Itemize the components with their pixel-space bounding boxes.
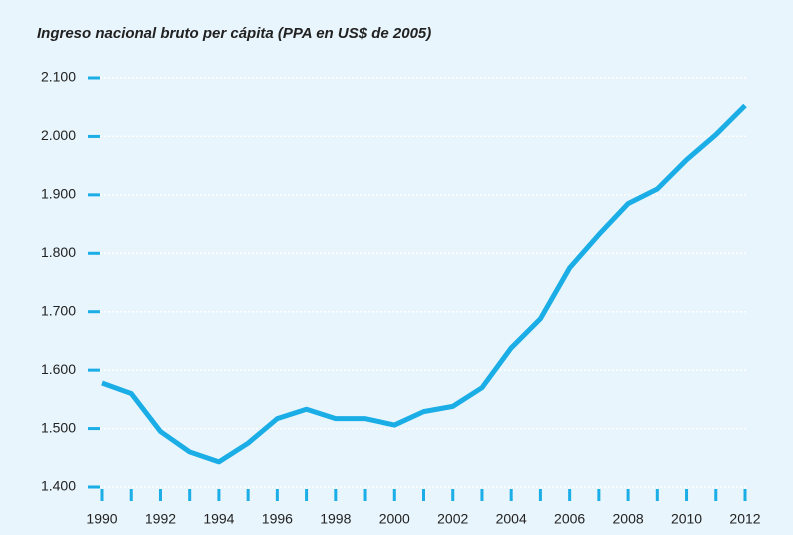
x-tick-label: 1990: [86, 511, 117, 527]
x-tick-label: 1992: [145, 511, 176, 527]
x-tick-label: 1998: [320, 511, 351, 527]
x-tick-label: 2012: [729, 511, 760, 527]
y-tick-label: 2.100: [41, 69, 76, 85]
x-tick-label: 1994: [203, 511, 234, 527]
x-tick-label: 2004: [496, 511, 527, 527]
y-tick-label: 1.900: [41, 186, 76, 202]
y-tick-label: 1.600: [41, 361, 76, 377]
x-tick-label: 2000: [379, 511, 410, 527]
y-tick-label: 1.400: [41, 478, 76, 494]
y-tick-label: 1.500: [41, 419, 76, 435]
chart-title: Ingreso nacional bruto per cápita (PPA e…: [37, 25, 431, 42]
x-tick-label: 1996: [262, 511, 293, 527]
data-line: [101, 103, 747, 465]
x-tick-label: 2006: [554, 511, 585, 527]
x-tick-label: 2002: [437, 511, 468, 527]
y-tick-label: 1.700: [41, 302, 76, 318]
y-tick-label: 2.000: [41, 127, 76, 143]
x-tick-label: 2008: [613, 511, 644, 527]
x-tick-label: 2010: [671, 511, 702, 527]
y-tick-label: 1.800: [41, 244, 76, 260]
